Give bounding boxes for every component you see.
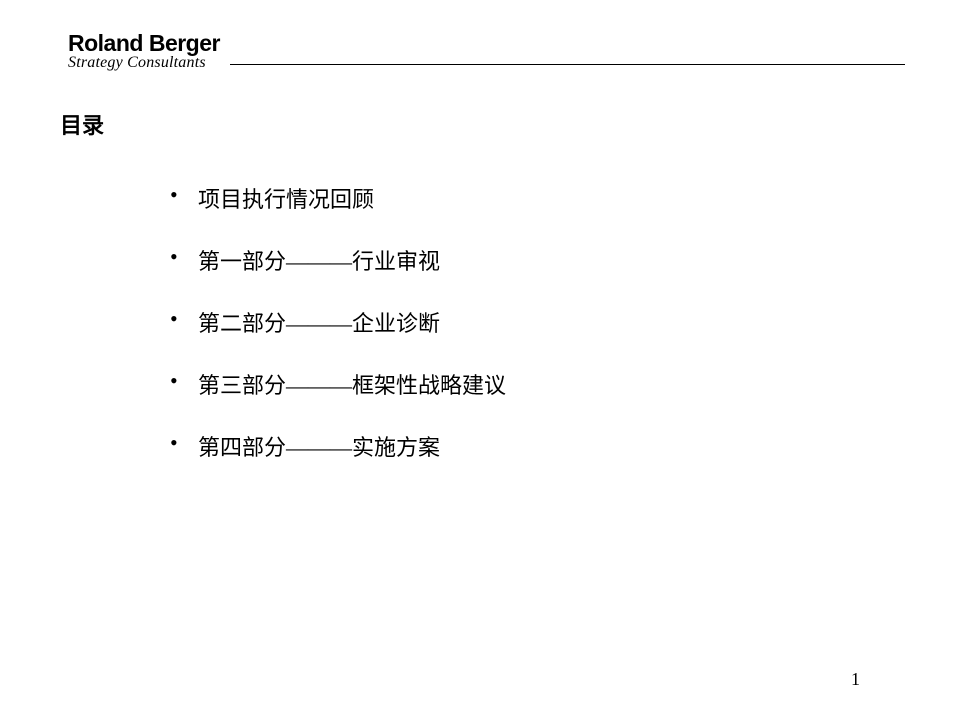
toc-item: 第二部分———企业诊断 bbox=[170, 306, 506, 338]
toc-item: 项目执行情况回顾 bbox=[170, 182, 506, 214]
page-title: 目录 bbox=[60, 108, 104, 140]
logo-secondary: Strategy Consultants bbox=[68, 54, 905, 72]
toc-item: 第三部分———框架性战略建议 bbox=[170, 368, 506, 400]
toc-item: 第一部分———行业审视 bbox=[170, 244, 506, 276]
logo-primary: Roland Berger bbox=[68, 30, 905, 57]
toc-list: 项目执行情况回顾 第一部分———行业审视 第二部分———企业诊断 第三部分———… bbox=[170, 182, 506, 492]
header-divider bbox=[230, 64, 905, 65]
header: Roland Berger Strategy Consultants bbox=[68, 30, 905, 65]
page-number: 1 bbox=[851, 669, 860, 690]
toc-item: 第四部分———实施方案 bbox=[170, 430, 506, 462]
